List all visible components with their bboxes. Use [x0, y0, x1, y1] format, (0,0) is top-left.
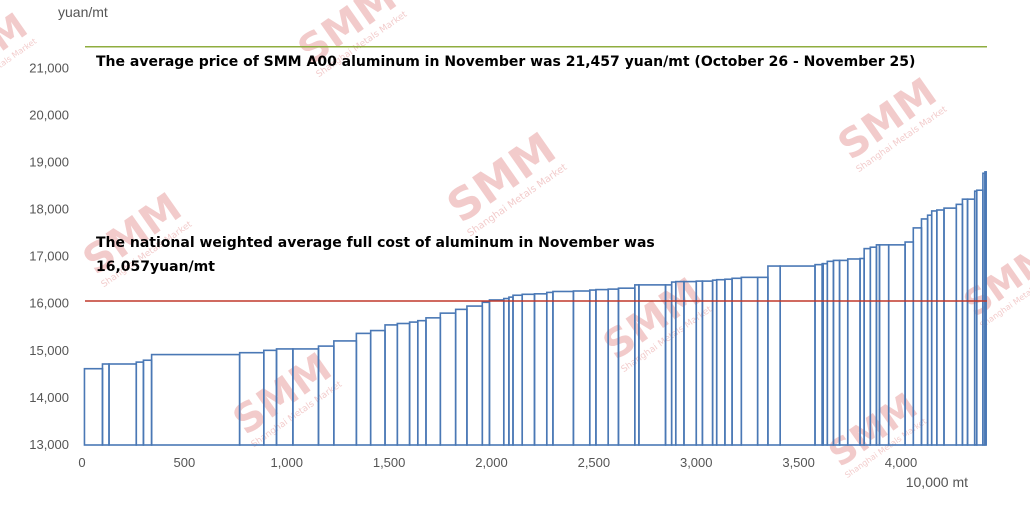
cost-step-bar: [150, 353, 241, 446]
cost-step-bar: [920, 218, 929, 446]
cost-step-bar: [142, 359, 153, 446]
cost-step-bar: [588, 289, 597, 446]
cost-step-bar: [572, 290, 591, 446]
y-tick-label: 13,000: [29, 437, 69, 452]
x-tick-label: 3,500: [782, 455, 815, 470]
average-price-annotation: The average price of SMM A00 aluminum in…: [96, 54, 915, 70]
cost-step-bar: [454, 308, 468, 446]
cost-step-bar: [767, 265, 782, 446]
cost-step-bar: [512, 294, 524, 446]
average-cost-annotation: The national weighted average full cost …: [96, 235, 655, 251]
cost-step-bar: [481, 301, 491, 446]
cost-step-bar: [779, 265, 816, 446]
y-tick-label: 19,000: [29, 154, 69, 169]
cost-step-bar: [355, 332, 372, 446]
cost-step-bar: [408, 321, 419, 446]
cost-step-bar: [384, 324, 399, 446]
cost-step-bar: [731, 277, 743, 446]
cost-step-bar: [416, 319, 427, 446]
y-tick-label: 16,000: [29, 296, 69, 311]
cost-step-bar: [724, 278, 733, 446]
cost-step-bar: [740, 276, 759, 446]
cost-step-bar: [756, 276, 769, 446]
cost-curve-series: [83, 171, 987, 446]
x-tick-label: 2,000: [475, 455, 508, 470]
cost-step-bar: [832, 259, 841, 446]
y-tick-label: 14,000: [29, 390, 69, 405]
cost-step-bar: [943, 207, 958, 446]
cost-step-bar: [521, 293, 536, 446]
cost-step-bar: [936, 209, 945, 446]
cost-step-bar: [83, 367, 104, 446]
cost-step-bar: [715, 278, 726, 446]
y-axis-title: yuan/mt: [58, 4, 108, 20]
cost-step-bar: [984, 171, 987, 446]
cost-step-bar: [425, 317, 442, 446]
cost-step-bar: [101, 363, 110, 446]
reference-lines: [85, 45, 987, 302]
cost-step-bar: [826, 260, 835, 446]
y-tick-label: 18,000: [29, 202, 69, 217]
cost-step-bar: [595, 288, 610, 446]
cost-step-bar: [966, 198, 976, 446]
cost-step-bar: [108, 363, 138, 446]
x-tick-label: 2,500: [578, 455, 611, 470]
cost-step-bar: [135, 361, 145, 446]
annotations: The average price of SMM A00 aluminum in…: [96, 54, 915, 275]
cost-step-bar: [488, 299, 505, 446]
cost-step-bar: [838, 259, 849, 446]
cost-step-bar: [955, 203, 964, 446]
x-tick-label: 0: [78, 455, 85, 470]
cost-step-bar: [466, 305, 484, 446]
cost-step-bar: [439, 312, 457, 446]
x-tick-label: 500: [174, 455, 196, 470]
y-tick-label: 15,000: [29, 343, 69, 358]
cost-step-bar: [333, 340, 358, 446]
y-tick-label: 21,000: [29, 60, 69, 75]
cost-step-bar: [814, 263, 823, 446]
cost-step-bar: [607, 288, 620, 446]
x-tick-label: 1,000: [270, 455, 303, 470]
y-tick-label: 17,000: [29, 249, 69, 264]
x-tick-label: 4,000: [885, 455, 918, 470]
x-tick-label: 3,000: [680, 455, 713, 470]
cost-step-bar: [545, 291, 554, 446]
average-cost-annotation: 16,057yuan/mt: [96, 259, 215, 275]
x-axis-ticks: 0 500 1,000 1,500 2,000 2,500 3,000 3,500 4,000: [78, 455, 917, 470]
cost-step-bar: [533, 293, 548, 446]
x-tick-label: 1,500: [373, 455, 406, 470]
cost-step-bar: [369, 329, 386, 446]
cost-step-bar: [396, 322, 411, 446]
cost-step-bar: [552, 290, 575, 446]
y-axis-ticks: 13,000 14,000 15,000 16,000 17,000 18,000 19,0…: [29, 60, 69, 452]
y-tick-label: 20,000: [29, 107, 69, 122]
x-axis-title: 10,000 mt: [906, 474, 968, 490]
